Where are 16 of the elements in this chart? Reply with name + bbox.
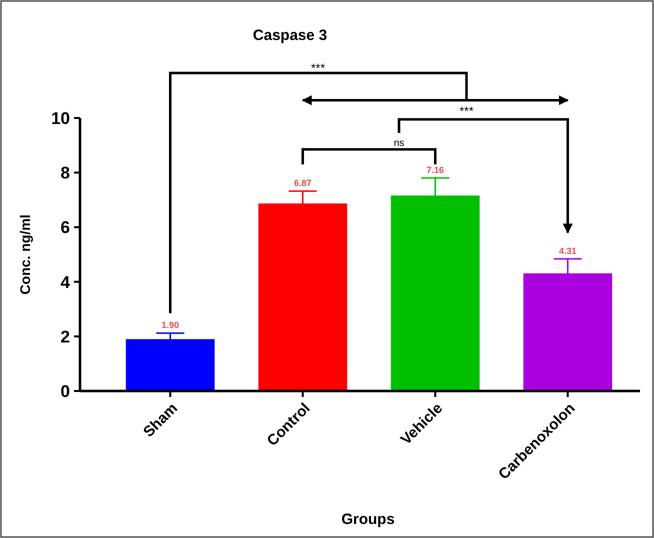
annotation: ns — [394, 138, 404, 149]
y-tick-label: 10 — [51, 109, 70, 128]
y-tick-label: 6 — [60, 218, 70, 238]
y-tick-label: 2 — [60, 327, 70, 346]
data-label: 1.90 — [161, 320, 180, 330]
y-tick-label: 8 — [60, 164, 70, 183]
y-tick-label: 4 — [60, 272, 71, 292]
y-axis-title: Conc. ng/ml — [17, 214, 33, 295]
text: *** — [310, 61, 326, 75]
data-label: 7.16 — [426, 165, 444, 176]
data-label: 6.87 — [294, 178, 312, 188]
x-axis-title: Groups — [341, 511, 395, 528]
y-tick-label: 0 — [60, 382, 70, 401]
data-label: 4.31 — [558, 246, 577, 256]
annotation: *** — [459, 104, 474, 118]
chart-title: Caspase 3 — [252, 27, 328, 44]
